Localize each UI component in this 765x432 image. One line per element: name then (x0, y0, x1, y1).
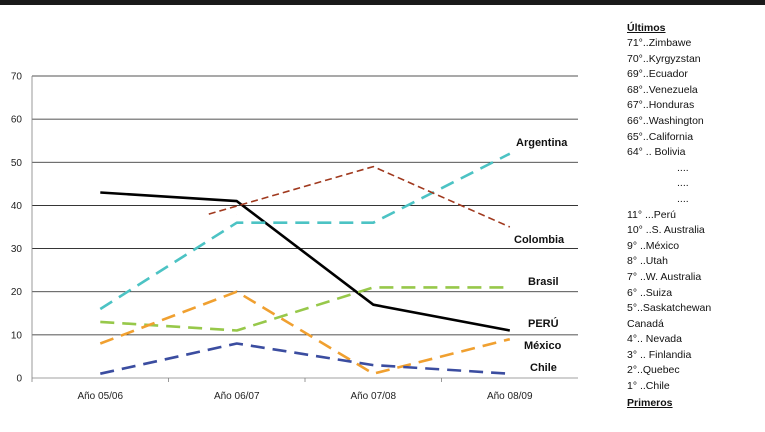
y-tick-label: 50 (11, 158, 23, 169)
x-tick-label: Año 07/08 (350, 391, 396, 402)
series-label: Colombia (514, 234, 565, 246)
y-tick-label: 70 (11, 72, 23, 83)
ranking-last-header: Últimos (627, 22, 666, 34)
line-chart: 0 10 20 30 40 50 60 70 Año 05/06 Año 06/07 Año 07… (11, 72, 578, 402)
ranking-item: Canadá (627, 317, 664, 330)
ranking-item: .... (677, 177, 689, 190)
ranking-item: 9° ..México (627, 239, 680, 252)
ranking-item: 4°.. Nevada (627, 333, 682, 346)
ranking-item: 1° ..Chile (627, 380, 670, 393)
series-line-perú (100, 191, 511, 332)
ranking-item: 3° .. Finlandia (627, 348, 692, 361)
series-label: México (524, 340, 562, 352)
ranking-item: 64° .. Bolivia (627, 146, 686, 159)
ranking-item: 70°..Kyrgyzstan (627, 52, 701, 65)
ranking-item: 69°..Ecuador (627, 68, 688, 81)
ranking-item: 8° ..Utah (627, 255, 668, 268)
series-label: Argentina (516, 137, 568, 149)
ranking-item: 71°..Zimbawe (627, 37, 692, 49)
y-tick-labels: 0 10 20 30 40 50 60 70 (11, 72, 23, 385)
series-label: Chile (530, 362, 557, 374)
x-tick-label: Año 08/09 (487, 391, 533, 402)
ranking-item: 67°..Honduras (627, 99, 695, 112)
ranking-item: 6° ..Suiza (627, 286, 673, 299)
ranking-item: 5°..Saskatchewan (627, 302, 712, 315)
series-label: Brasil (528, 276, 559, 288)
ranking-list: Últimos 71°..Zimbawe 70°..Kyrgyzstan 69°..… (627, 20, 763, 411)
ranking-item: 10° ..S. Australia (627, 224, 705, 237)
ranking-item: 11° ...Perú (627, 208, 676, 221)
ranking-first-list: 11° ...Perú 10° ..S. Australia 9° ..México… (627, 208, 763, 395)
ranking-item: 68°..Venezuela (627, 83, 698, 96)
series-line-méxico (99, 290, 511, 375)
ranking-first-header: Primeros (627, 396, 673, 409)
series-labels: PERÚ Argentina Colombia Brasil México Chile (514, 137, 568, 374)
y-tick-label: 30 (11, 244, 23, 255)
y-tick-label: 60 (11, 115, 23, 126)
y-tick-label: 10 (11, 330, 23, 341)
series-line-chile (100, 342, 510, 375)
y-tick-label: 20 (11, 287, 23, 298)
y-tick-label: 0 (16, 374, 22, 385)
series-label: PERÚ (528, 317, 559, 330)
ranking-item: 2°..Quebec (627, 364, 680, 377)
ranking-item: .... (677, 192, 689, 205)
x-tick-label: Año 06/07 (214, 391, 260, 402)
x-tick-labels: Año 05/06 Año 06/07 Año 07/08 Año 08/09 (77, 391, 533, 402)
x-tick-label: Año 05/06 (77, 391, 123, 402)
ranking-item: 65°..California (627, 130, 694, 143)
series-line-argentina (99, 152, 511, 311)
ranking-ellipsis: ............ (627, 161, 763, 208)
series-line-brasil (100, 286, 510, 332)
ranking-item: 66°..Washington (627, 114, 704, 127)
ranking-item: .... (677, 161, 689, 174)
ranking-last-list: 71°..Zimbawe 70°..Kyrgyzstan 69°..Ecuador 6… (627, 36, 763, 161)
top-rule (0, 0, 765, 5)
y-tick-label: 40 (11, 201, 23, 212)
series-lines (99, 152, 511, 375)
ranking-item: 7° ..W. Australia (627, 270, 702, 283)
chart-grid (31, 75, 578, 382)
